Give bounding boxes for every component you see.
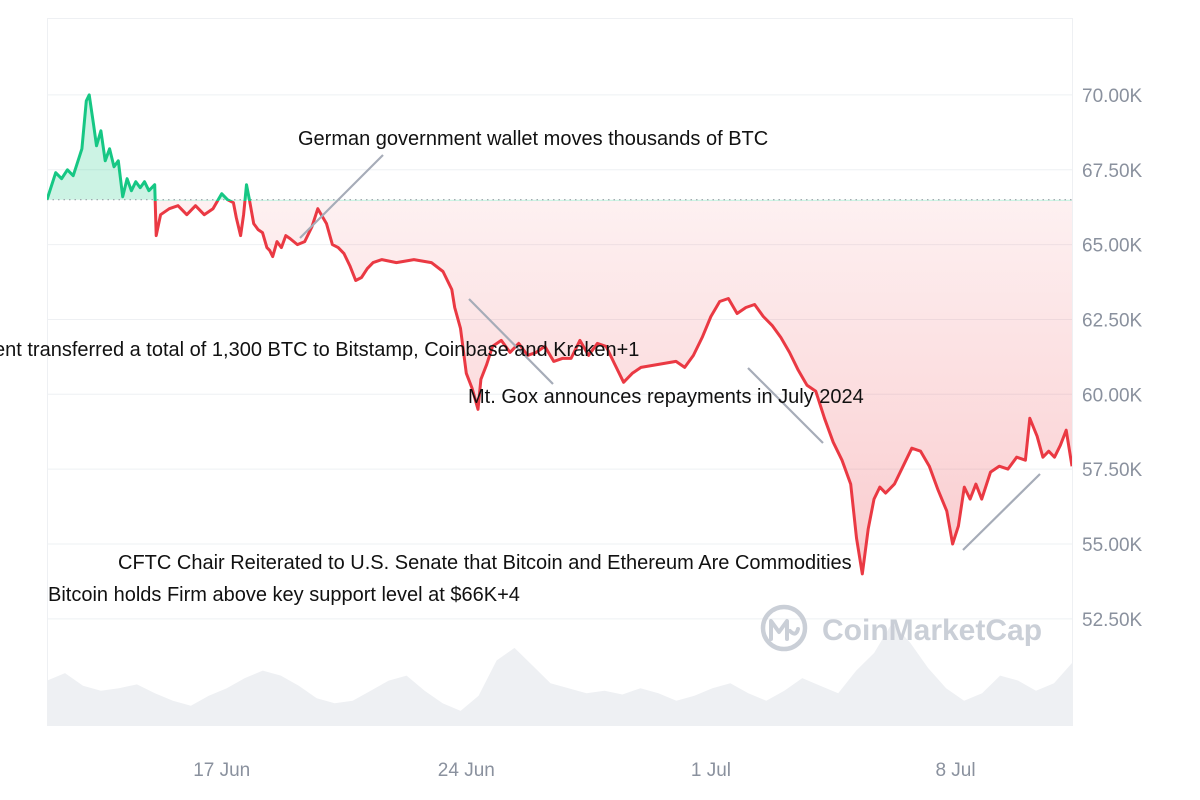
- coinmarketcap-logo-icon: [760, 604, 808, 652]
- annotation-connector: [747, 367, 824, 444]
- negative-area-fill: [155, 201, 1072, 574]
- annotation-connector: [299, 154, 384, 239]
- y-tick-label: 57.50K: [1082, 460, 1143, 481]
- annotation-connector: [468, 298, 554, 385]
- x-tick-label: 24 Jun: [438, 760, 495, 781]
- x-tick-label: 17 Jun: [193, 760, 250, 781]
- y-tick-label: 52.50K: [1082, 610, 1143, 631]
- y-tick-label: 67.50K: [1082, 161, 1143, 182]
- volume-area: [47, 622, 1072, 726]
- y-tick-label: 70.00K: [1082, 86, 1143, 107]
- y-tick-label: 60.00K: [1082, 385, 1143, 406]
- y-tick-label: 55.00K: [1082, 535, 1143, 556]
- annotations: German government wallet moves thousands…: [0, 128, 1041, 606]
- y-axis: 70.00K 67.50K 65.00K 62.50K 60.00K 57.50K 55.0…: [1082, 86, 1143, 631]
- x-tick-label: 1 Jul: [691, 760, 731, 781]
- y-tick-label: 65.00K: [1082, 236, 1143, 257]
- volume-shape: [47, 622, 1072, 726]
- price-line-negative: [153, 201, 1072, 576]
- watermark: CoinMarketCap: [760, 604, 1042, 652]
- annotation-label[interactable]: Bitcoin holds Firm above key support lev…: [48, 584, 520, 606]
- x-tick-label: 8 Jul: [935, 760, 975, 781]
- y-tick-label: 62.50K: [1082, 310, 1143, 331]
- annotation-label[interactable]: German government wallet moves thousands…: [298, 128, 768, 150]
- watermark-text: CoinMarketCap: [822, 614, 1042, 647]
- annotation-connector: [962, 473, 1041, 551]
- x-axis: 17 Jun 24 Jun 1 Jul 8 Jul: [193, 760, 975, 781]
- plot-frame: [47, 18, 1073, 726]
- annotation-label[interactable]: CFTC Chair Reiterated to U.S. Senate tha…: [118, 552, 852, 574]
- annotation-label[interactable]: ent transferred a total of 1,300 BTC to …: [0, 339, 639, 361]
- annotation-label[interactable]: Mt. Gox announces repayments in July 202…: [468, 386, 864, 408]
